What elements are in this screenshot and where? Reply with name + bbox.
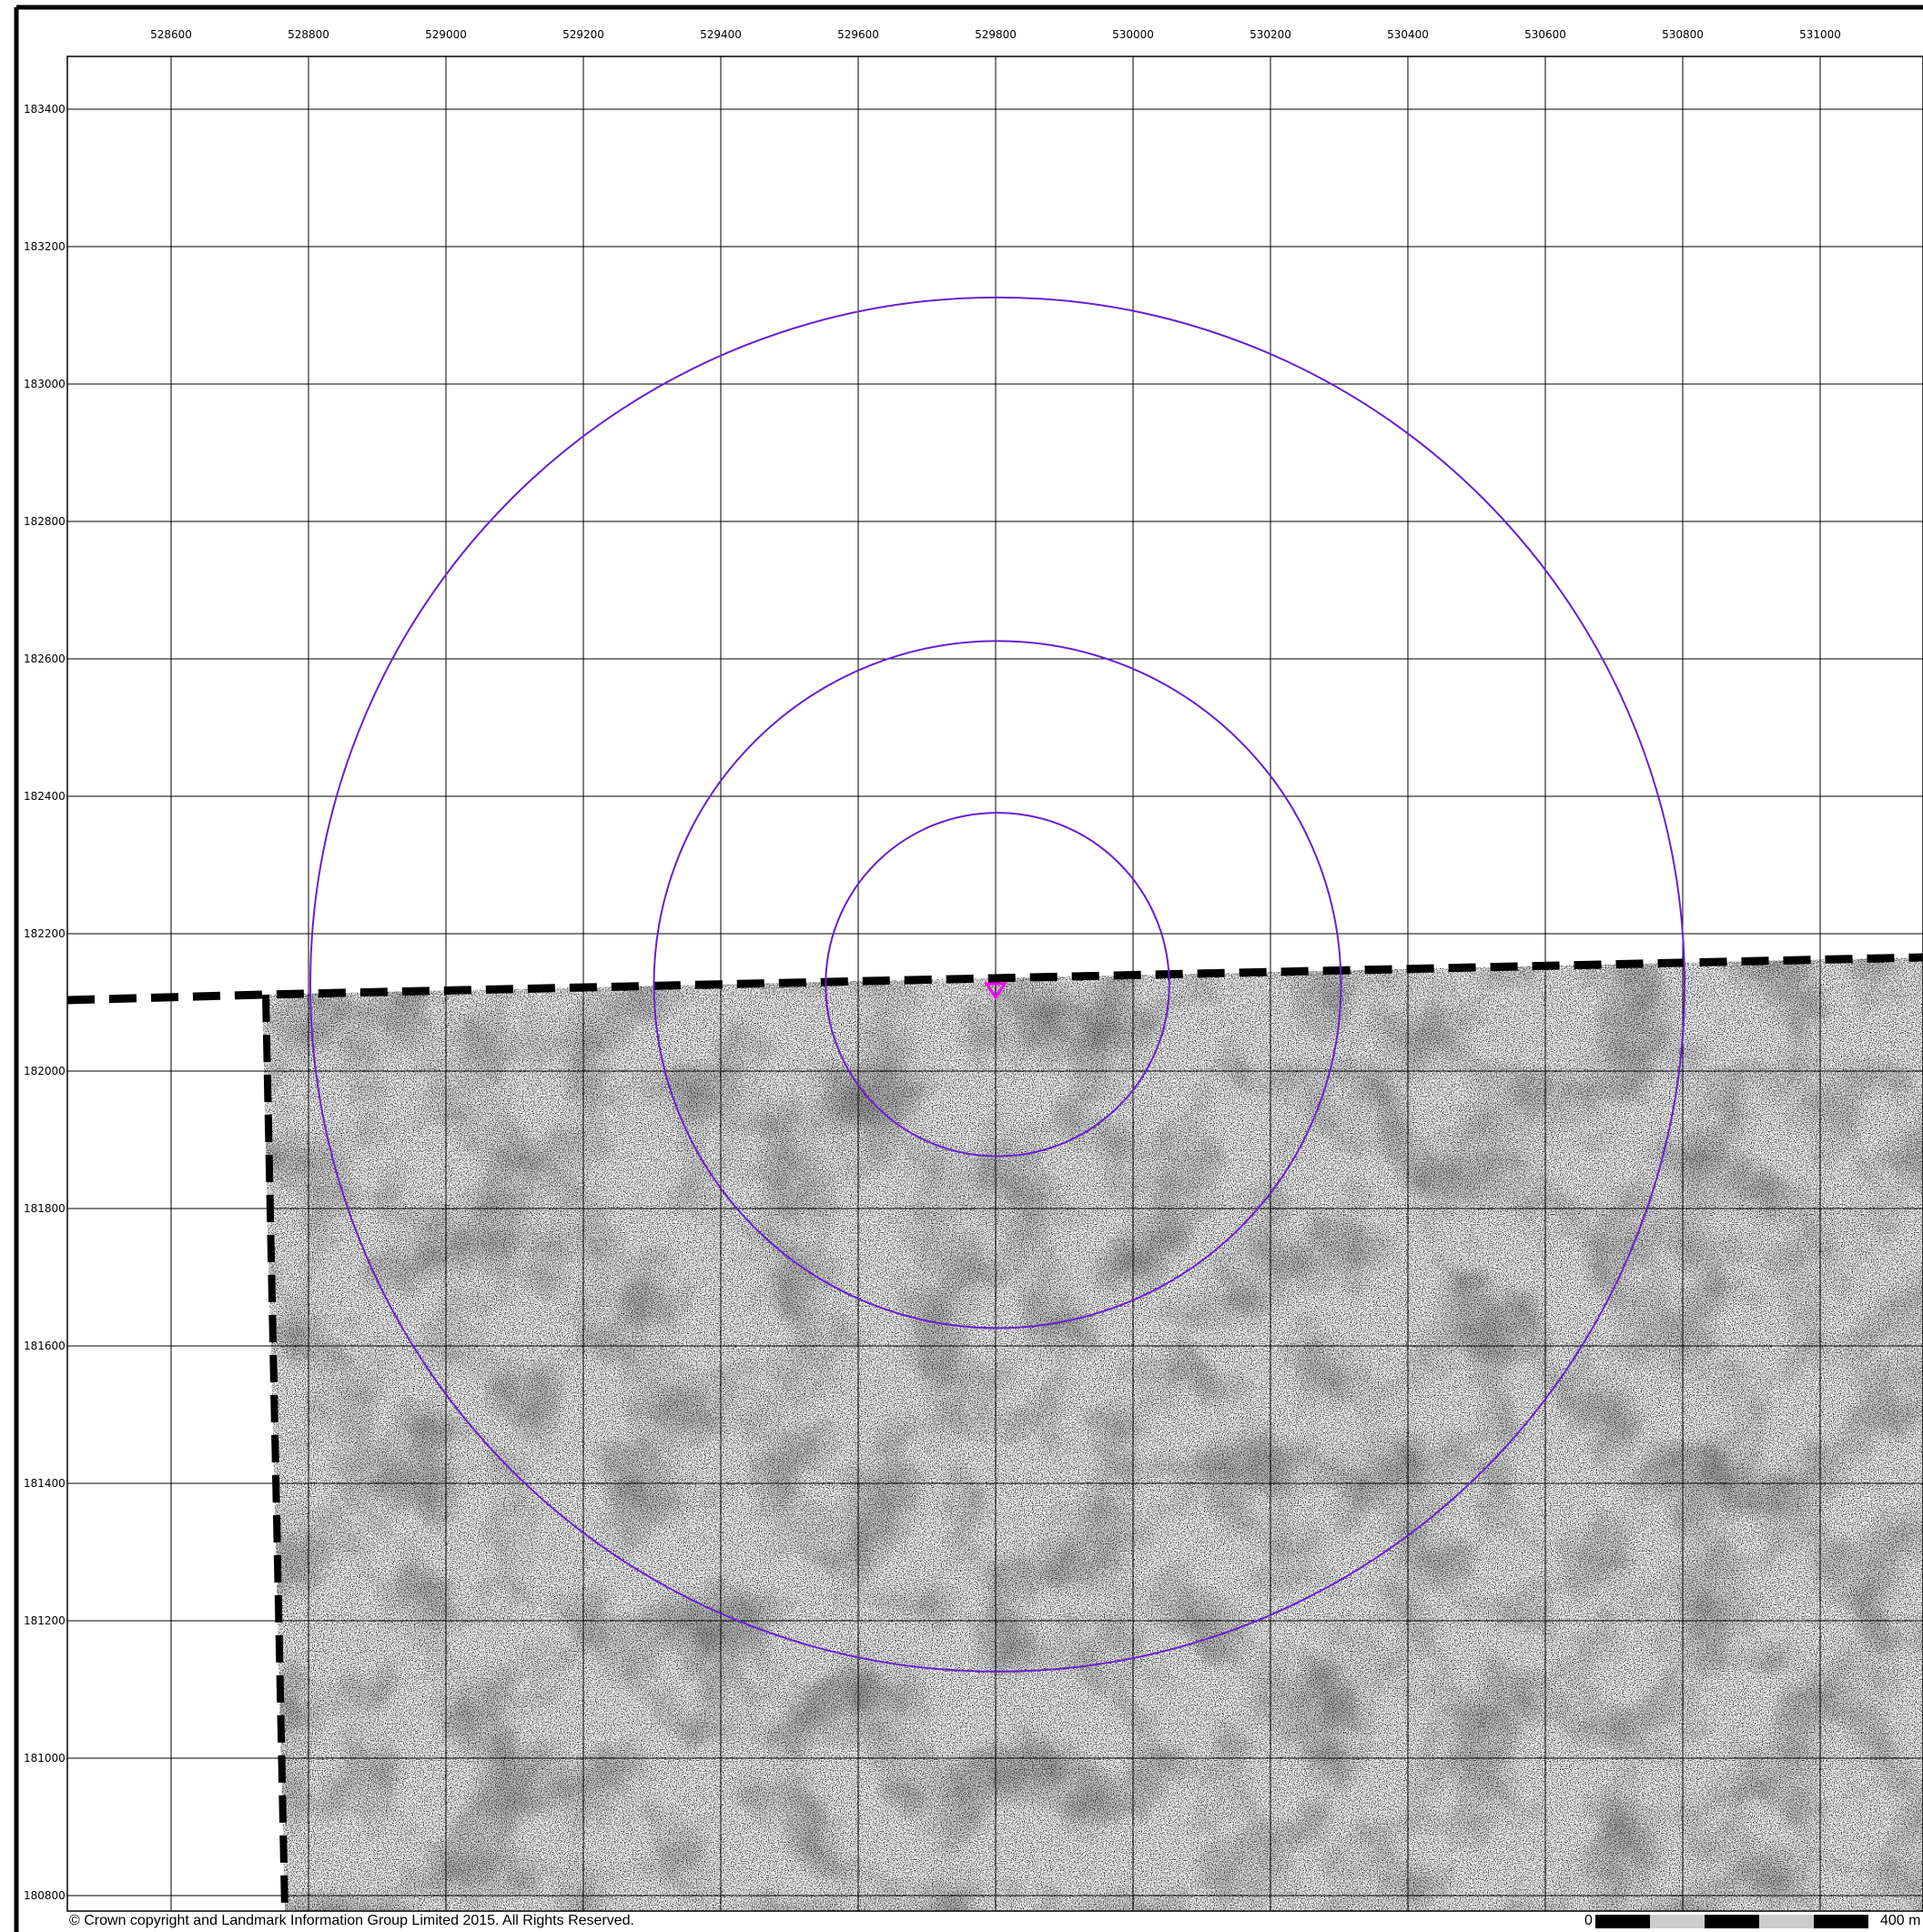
scale-bar-segment — [1650, 1915, 1705, 1928]
easting-tick-label: 531000 — [1799, 28, 1841, 41]
scale-bar-segment — [1705, 1915, 1759, 1928]
northing-tick-label: 181400 — [24, 1477, 66, 1490]
northing-tick-label: 182600 — [24, 652, 66, 665]
northing-tick-label: 182800 — [24, 515, 66, 528]
northing-tick-label: 183000 — [24, 378, 66, 390]
easting-tick-label: 530200 — [1250, 28, 1291, 41]
buffer-ring-500m — [653, 640, 1342, 1330]
buffer-rings — [309, 296, 1685, 1673]
easting-labels: 528600 528800 529000 529200 529400 529600 5298… — [150, 28, 1841, 41]
copyright-notice: © Crown copyright and Landmark Informati… — [69, 1913, 634, 1928]
scale-start-label: 0 — [1584, 1913, 1593, 1928]
site-boundary-line — [67, 953, 1923, 1005]
site-boundary-line-west — [262, 994, 288, 1911]
easting-tick-label: 530800 — [1662, 28, 1704, 41]
northing-labels: 183400 183200 183000 182800 182600 182400 1822… — [24, 103, 66, 1902]
buffer-ring-250m — [825, 812, 1170, 1158]
easting-tick-label: 528800 — [288, 28, 329, 41]
easting-tick-label: 529200 — [562, 28, 604, 41]
scale-bar — [1595, 1915, 1868, 1928]
easting-tick-label: 529000 — [425, 28, 467, 41]
scale-bar-segment — [1814, 1915, 1868, 1928]
northing-tick-label: 181000 — [24, 1752, 66, 1765]
easting-tick-label: 529800 — [975, 28, 1017, 41]
easting-tick-label: 529400 — [700, 28, 742, 41]
scale-bar-segment — [1595, 1915, 1650, 1928]
buffer-ring-1000m — [309, 296, 1685, 1673]
scale-end-label: 400 m — [1880, 1913, 1921, 1928]
northing-tick-label: 182000 — [24, 1065, 66, 1077]
northing-tick-label: 182200 — [24, 927, 66, 940]
easting-tick-label: 530600 — [1524, 28, 1566, 41]
easting-tick-label: 529600 — [837, 28, 879, 41]
northing-tick-label: 181800 — [24, 1202, 66, 1215]
northing-tick-label: 181600 — [24, 1340, 66, 1352]
scale-bar-segment — [1759, 1915, 1814, 1928]
northing-tick-label: 180800 — [24, 1889, 66, 1902]
site-marker-icon — [984, 982, 1007, 1000]
site-marker[interactable] — [984, 982, 1007, 1000]
northing-tick-label: 183200 — [24, 240, 66, 253]
northing-tick-label: 182400 — [24, 790, 66, 803]
easting-tick-label: 530400 — [1387, 28, 1429, 41]
easting-tick-label: 528600 — [150, 28, 192, 41]
northing-tick-label: 181200 — [24, 1614, 66, 1627]
northing-tick-label: 183400 — [24, 103, 66, 116]
imagery-shading — [262, 957, 1923, 1911]
easting-tick-label: 530000 — [1112, 28, 1154, 41]
